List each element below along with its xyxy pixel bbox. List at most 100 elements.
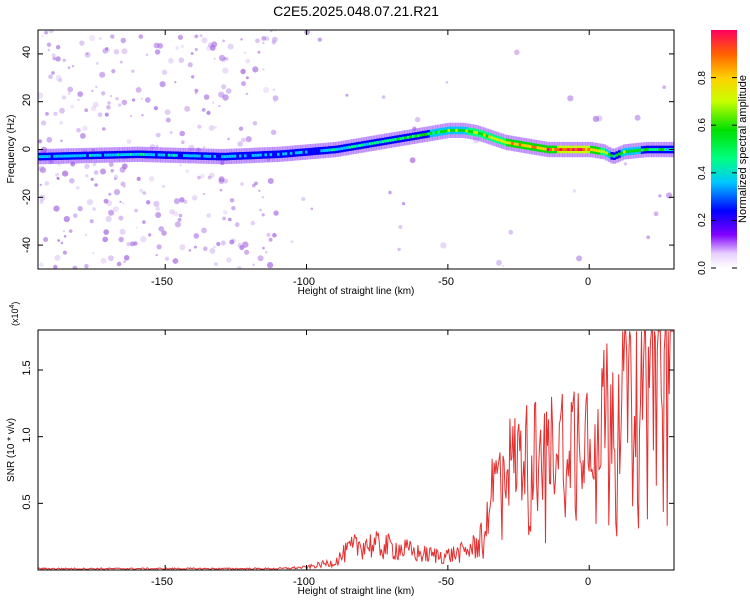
ridge-core (297, 151, 301, 155)
colorbar-tick-label: 0.4 (697, 166, 708, 180)
noise-speck (68, 92, 71, 95)
ridge-core (109, 153, 113, 157)
noise-speck (264, 36, 270, 41)
ridge-core (640, 148, 644, 152)
noise-speck (114, 177, 117, 181)
noise-speck (102, 236, 108, 243)
noise-speck (238, 126, 244, 131)
noise-speck (208, 172, 215, 179)
noise-speck (110, 34, 115, 39)
noise-speck (212, 245, 216, 249)
noise-speck (148, 233, 152, 237)
noise-speck (191, 75, 195, 79)
noise-speck (273, 100, 276, 103)
noise-speck (381, 95, 386, 99)
noise-speck (85, 52, 89, 56)
ridge-core (590, 148, 593, 152)
ridge-core (651, 148, 655, 151)
ridge-core (457, 128, 461, 132)
ridge-core (638, 148, 642, 152)
noise-speck (44, 181, 50, 186)
noise-speck (102, 127, 106, 131)
ridge-core (417, 134, 421, 138)
ridge-core (605, 151, 609, 155)
snr-ytick-label: 1.0 (21, 427, 33, 442)
noise-speck (161, 230, 167, 236)
snr-xlabel: Height of straight line (km) (298, 586, 415, 597)
noise-speck (115, 97, 119, 101)
ridge-core (338, 147, 342, 151)
ridge-core (43, 155, 47, 158)
ridge-core (648, 148, 652, 151)
noise-speck (658, 194, 662, 198)
noise-speck (345, 93, 349, 97)
noise-speck (173, 211, 179, 217)
noise-speck (213, 57, 216, 60)
ridge-core (256, 153, 260, 157)
noise-speck (194, 88, 199, 93)
noise-speck (39, 262, 44, 267)
noise-speck (122, 202, 125, 205)
noise-speck (101, 91, 106, 96)
noise-speck (263, 87, 270, 93)
noise-speck (272, 95, 279, 102)
ridge-core (282, 152, 286, 156)
ridge-core (495, 138, 499, 141)
noise-speck (174, 81, 177, 84)
ridge-core (254, 153, 258, 157)
noise-speck (155, 132, 161, 138)
ridge-core (144, 153, 148, 156)
ridge-core (132, 153, 136, 156)
ridge-core (554, 148, 558, 151)
noise-speck (173, 198, 180, 205)
noise-speck (250, 220, 256, 226)
noise-speck (113, 206, 119, 213)
ridge-core (513, 142, 517, 146)
noise-speck (251, 183, 256, 188)
ridge-core (529, 145, 532, 148)
noise-speck (135, 87, 142, 93)
ridge-core (320, 149, 324, 153)
ridge-core (358, 144, 362, 147)
spectrogram-xtick-label: -150 (151, 276, 173, 288)
ridge-core (414, 134, 418, 138)
noise-speck (402, 202, 406, 206)
ridge-core (330, 148, 334, 152)
noise-speck (136, 176, 141, 181)
noise-speck (48, 74, 53, 79)
noise-speck (262, 246, 265, 250)
noise-speck (203, 246, 208, 251)
noise-speck (208, 125, 215, 131)
noise-speck (103, 198, 109, 204)
ridge-core (412, 135, 415, 138)
noise-speck (266, 232, 271, 237)
noise-speck (146, 200, 151, 205)
ridge-core (437, 130, 441, 134)
noise-speck (267, 178, 274, 184)
ridge-core (465, 129, 469, 133)
noise-speck (130, 115, 132, 118)
snr-xtick-label: -150 (151, 576, 173, 588)
noise-speck (194, 47, 198, 52)
ridge-core (127, 153, 130, 156)
noise-speck (240, 68, 246, 75)
noise-speck (174, 221, 181, 228)
ridge-core (615, 153, 619, 157)
noise-speck (75, 186, 80, 190)
noise-speck (119, 228, 126, 235)
ridge-core (384, 139, 387, 143)
noise-speck (63, 235, 67, 238)
noise-speck (237, 141, 243, 147)
ridge-core (292, 151, 296, 155)
ridge-core (541, 147, 545, 151)
ridge-core (518, 143, 522, 147)
noise-speck (201, 108, 206, 112)
ridge-core (440, 130, 443, 134)
noise-speck (203, 94, 210, 100)
spectrogram-ylabel: Frequency (Hz) (6, 115, 17, 184)
noise-speck (317, 37, 322, 42)
noise-speck (197, 124, 202, 129)
ridge-core (63, 154, 67, 158)
noise-speck (193, 233, 200, 239)
